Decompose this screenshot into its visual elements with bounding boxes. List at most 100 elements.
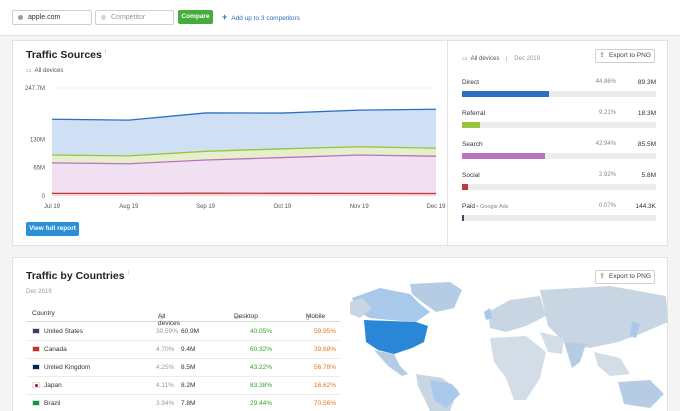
y-tick-label: 130M (30, 137, 45, 143)
country-visits: 7.8M (181, 400, 196, 407)
flag-icon (32, 346, 40, 352)
source-row-paid[interactable]: Paid • Google Ads 0.07% 144.3K (462, 203, 656, 227)
info-icon: i (104, 49, 106, 55)
country-row[interactable]: Brazil 3.94% 7.8M 29.44% 70.56% (26, 395, 340, 411)
country-name[interactable]: Canada (44, 346, 67, 353)
source-name: Social (462, 172, 480, 179)
domain-input-value: apple.com (28, 14, 61, 21)
source-bar-fill (462, 153, 546, 159)
country-row[interactable]: Canada 4.70% 9.4M 60.32% 39.68% (26, 341, 340, 359)
source-row-search[interactable]: Search 42.94% 85.5M (462, 141, 656, 165)
info-icon: i (127, 270, 129, 276)
map-europe (488, 296, 546, 332)
device-filter[interactable]: ▭ All devices (26, 67, 63, 74)
country-row[interactable]: Japan 4.11% 8.2M 83.38% 16.62% (26, 377, 340, 395)
source-bar-fill (462, 122, 480, 128)
country-share: 4.70% (156, 346, 175, 353)
source-bar-track (462, 122, 656, 128)
country-desktop: 60.32% (250, 346, 273, 353)
map-brazil (430, 380, 460, 408)
devices-icon: ▭ (158, 314, 165, 321)
sources-meta: ▭ All devices | Dec 2019 (462, 55, 540, 62)
country-row[interactable]: United Kingdom 4.25% 8.5M 43.22% 56.78% (26, 359, 340, 377)
col-country[interactable]: Country (32, 310, 55, 317)
country-share: 3.94% (156, 400, 175, 407)
flag-icon (32, 364, 40, 370)
mobile-icon: ▯ (306, 314, 310, 321)
traffic-sources-title-text: Traffic Sources (26, 49, 102, 61)
x-tick-label: Aug 19 (119, 204, 139, 210)
desktop-icon: ▭ (234, 314, 241, 321)
col-desktop-label: Desktop (234, 313, 258, 320)
source-percent: 42.94% (595, 141, 616, 147)
add-competitors-link[interactable]: + Add up to 3 competitors (222, 10, 300, 26)
traffic-sources-title: Traffic Sources i (26, 49, 106, 61)
x-tick-label: Sep 19 (196, 204, 216, 210)
source-bar-fill (462, 91, 550, 97)
country-name[interactable]: Brazil (44, 400, 61, 407)
y-tick-label: 247.7M (25, 86, 45, 92)
line-direct (51, 108, 437, 121)
source-row-referral[interactable]: Referral 9.21% 18.3M (462, 110, 656, 134)
source-row-direct[interactable]: Direct 44.86% 89.3M (462, 79, 656, 103)
country-name[interactable]: Japan (44, 382, 62, 389)
area-direct (52, 109, 436, 156)
compare-button[interactable]: Compare (178, 10, 213, 24)
source-bar-track (462, 184, 656, 190)
flag-icon (32, 328, 40, 334)
export-png-label: Export to PNG (608, 52, 651, 59)
source-bar-fill (462, 184, 468, 190)
country-visits: 8.5M (181, 364, 196, 371)
meta-separator: | (506, 56, 508, 62)
export-png-button[interactable]: ⇪ Export to PNG (595, 270, 655, 284)
source-percent: 44.86% (595, 79, 616, 85)
domain-dot-icon (18, 15, 23, 20)
map-canada (352, 288, 430, 322)
source-percent: 2.92% (598, 172, 616, 178)
country-visits: 8.2M (181, 382, 196, 389)
source-row-social[interactable]: Social 2.92% 5.8M (462, 172, 656, 196)
country-name[interactable]: United Kingdom (44, 364, 91, 371)
competitor-input[interactable]: Competitor (95, 10, 174, 25)
x-tick-label: Dec 19 (426, 204, 446, 210)
country-visits: 9.4M (181, 346, 196, 353)
source-name: Referral (462, 110, 486, 117)
export-icon: ⇪ (599, 52, 605, 59)
source-bar-fill (462, 215, 464, 221)
source-bar-track (462, 215, 656, 221)
country-mobile: 59.95% (314, 328, 337, 335)
source-name: Direct (462, 79, 479, 86)
col-mobile-label: Mobile (306, 313, 326, 320)
source-name: Search (462, 141, 483, 148)
view-full-report-button[interactable]: View full report (26, 222, 79, 236)
source-value: 5.8M (641, 172, 656, 179)
col-all-devices-label: All devices (158, 313, 181, 327)
export-png-label: Export to PNG (608, 273, 651, 280)
country-visits: 60.9M (181, 328, 200, 335)
y-tick-label: 65M (33, 166, 45, 172)
map-southeast-asia (594, 352, 630, 376)
device-icon: ▭ (26, 68, 32, 74)
source-value: 18.3M (637, 110, 656, 117)
panel-divider (447, 41, 448, 245)
area-referral (52, 146, 436, 164)
country-share: 30.59% (156, 328, 179, 335)
source-sub: • Google Ads (475, 204, 509, 210)
country-row[interactable]: United States 30.59% 60.9M 40.05% 59.95% (26, 323, 340, 341)
plus-icon: + (222, 12, 228, 22)
source-bar-track (462, 153, 656, 159)
country-name[interactable]: United States (44, 328, 84, 335)
map-greenland (410, 282, 462, 312)
source-bar-track (462, 91, 656, 97)
flag-icon (32, 400, 40, 406)
competitor-placeholder: Competitor (111, 14, 146, 21)
add-competitors-label: Add up to 3 competitors (231, 15, 300, 22)
country-desktop: 29.44% (250, 400, 273, 407)
country-mobile: 16.62% (314, 382, 337, 389)
export-png-button[interactable]: ⇪ Export to PNG (595, 49, 655, 63)
country-share: 4.25% (156, 364, 175, 371)
line-search (51, 154, 437, 165)
domain-input[interactable]: apple.com (12, 10, 92, 25)
source-value: 85.5M (637, 141, 656, 148)
map-mexico (374, 350, 408, 376)
